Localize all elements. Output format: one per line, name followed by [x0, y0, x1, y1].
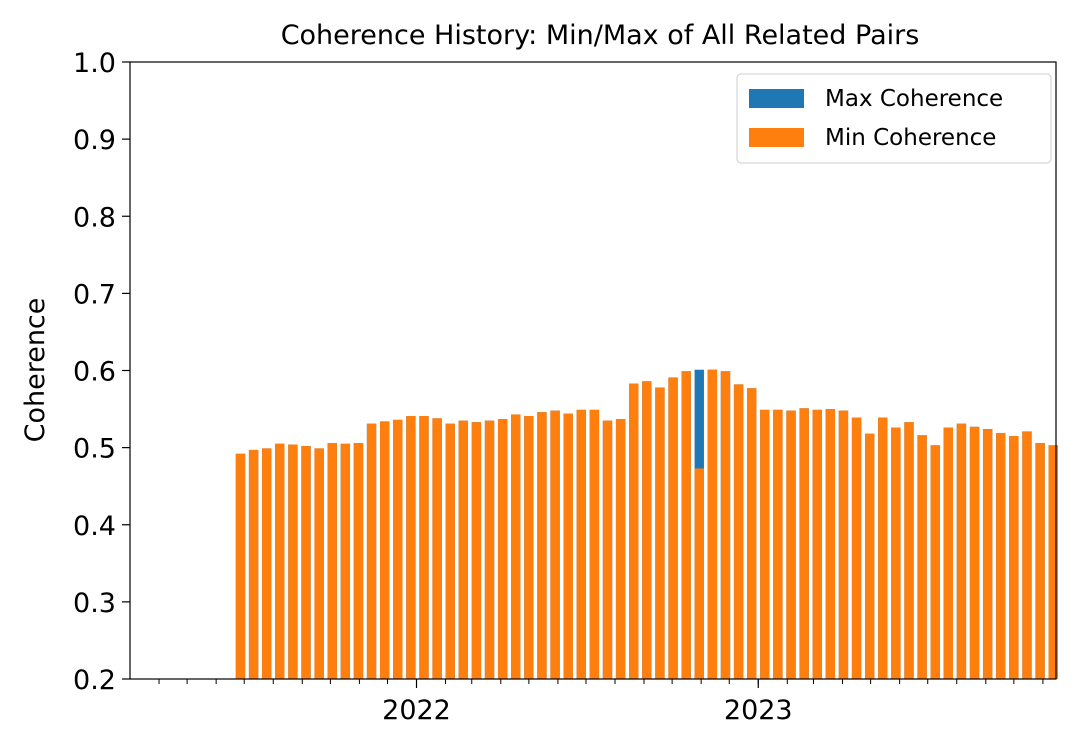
min-coherence-bar: [812, 409, 822, 679]
min-coherence-bar: [366, 423, 377, 679]
min-coherence-bar: [943, 427, 954, 679]
x-tick-label: 2022: [382, 695, 451, 726]
min-coherence-bar: [511, 414, 521, 679]
min-coherence-bar: [327, 442, 337, 679]
legend-swatch: [749, 89, 804, 108]
min-coherence-bar: [379, 421, 390, 679]
min-coherence-bar: [1022, 431, 1032, 679]
min-coherence-bar: [432, 418, 442, 679]
min-coherence-bar: [524, 416, 534, 679]
min-coherence-bar: [864, 433, 875, 679]
y-tick-label: 1.0: [73, 48, 116, 79]
legend-swatch: [749, 128, 804, 147]
y-tick-label: 0.2: [73, 665, 116, 696]
min-coherence-bar: [537, 412, 547, 679]
min-coherence-bar: [720, 371, 731, 679]
min-coherence-bar: [655, 387, 665, 679]
chart-title: Coherence History: Min/Max of All Relate…: [281, 20, 920, 51]
min-coherence-bar: [969, 426, 980, 679]
min-coherence-bar: [825, 409, 836, 679]
min-coherence-bar: [642, 381, 652, 679]
min-coherence-bar: [275, 443, 285, 679]
min-coherence-bar: [838, 410, 849, 679]
min-coherence-bar: [602, 420, 613, 679]
min-coherence-bar: [262, 448, 272, 679]
min-coherence-bar: [314, 448, 324, 679]
min-coherence-bar: [917, 435, 927, 679]
min-coherence-bar: [550, 410, 560, 679]
min-coherence-bar: [878, 417, 888, 679]
min-coherence-bar: [445, 423, 455, 679]
min-coherence-bar: [248, 449, 259, 679]
min-coherence-bar: [589, 409, 600, 679]
min-coherence-bar: [615, 419, 626, 679]
min-coherence-bar: [930, 445, 940, 679]
min-coherence-bar: [982, 429, 993, 679]
min-coherence-bar: [340, 443, 351, 679]
min-coherence-bar: [629, 383, 639, 679]
min-coherence-bar: [484, 420, 495, 679]
y-tick-label: 0.5: [73, 434, 116, 465]
min-coherence-bar: [301, 446, 311, 679]
y-tick-label: 0.3: [73, 588, 116, 619]
min-coherence-bar: [733, 384, 744, 679]
min-coherence-bar: [773, 409, 783, 679]
min-coherence-bar: [1048, 445, 1058, 679]
y-tick-label: 0.8: [73, 202, 116, 233]
min-coherence-bar: [996, 432, 1006, 679]
y-tick-label: 0.7: [73, 279, 116, 310]
min-coherence-bar: [419, 416, 429, 679]
y-tick-label: 0.6: [73, 357, 116, 388]
legend-label: Max Coherence: [825, 86, 1003, 112]
legend-label: Min Coherence: [825, 125, 996, 151]
legend: Max Coherence Min Coherence: [736, 73, 1052, 164]
y-tick-label: 0.4: [73, 511, 116, 542]
min-coherence-bar: [393, 419, 403, 679]
min-coherence-bar: [406, 416, 416, 679]
min-coherence-bar: [904, 422, 914, 679]
y-axis-label: Coherence: [20, 298, 51, 443]
min-coherence-bar: [851, 417, 862, 679]
min-coherence-bar: [1035, 442, 1045, 679]
min-coherence-bar: [458, 420, 469, 679]
legend-box: [736, 73, 1052, 164]
min-coherence-bar: [786, 410, 796, 679]
bar-series-group: [235, 369, 1058, 679]
min-coherence-bar: [1009, 436, 1019, 679]
min-coherence-bar: [288, 444, 298, 679]
min-coherence-bar: [471, 422, 482, 679]
min-coherence-bar: [681, 371, 691, 679]
min-coherence-bar: [956, 423, 967, 679]
min-coherence-bar: [353, 442, 364, 679]
x-tick-label: 2023: [724, 695, 793, 726]
y-tick-label: 0.9: [73, 125, 116, 156]
min-coherence-bar: [760, 409, 770, 679]
min-coherence-bar: [668, 377, 678, 679]
min-coherence-bar: [576, 409, 586, 679]
plot-axes: 0.2 0.3 0.4 0.5 0.6 0.7 0.8 0.9 1.0 2022 2023: [73, 48, 1057, 726]
min-coherence-bar: [799, 408, 809, 679]
min-coherence-bar: [891, 427, 901, 679]
min-coherence-bar: [235, 453, 246, 679]
min-coherence-bar: [563, 413, 573, 679]
min-coherence-bar: [747, 388, 757, 679]
min-coherence-bar: [707, 369, 718, 679]
min-coherence-bar: [694, 468, 704, 679]
min-coherence-bar: [497, 419, 508, 679]
